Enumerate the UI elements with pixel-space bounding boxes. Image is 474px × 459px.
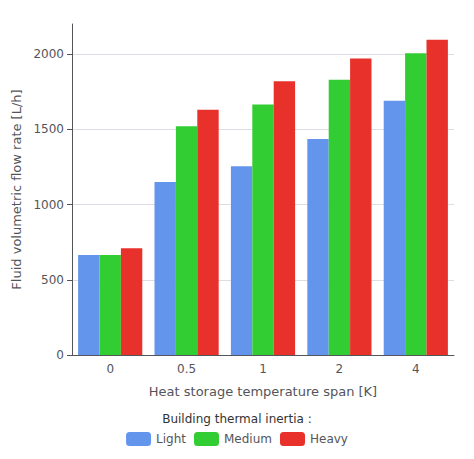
svg-text:2: 2: [336, 362, 344, 376]
svg-text:0: 0: [56, 348, 64, 362]
svg-text:2000: 2000: [33, 47, 64, 61]
svg-text:4: 4: [412, 362, 420, 376]
svg-text:0: 0: [106, 362, 114, 376]
svg-text:Light: Light: [156, 432, 186, 446]
svg-text:1000: 1000: [33, 198, 64, 212]
svg-text:Medium: Medium: [224, 432, 272, 446]
svg-text:Fluid volumetric flow rate [L/: Fluid volumetric flow rate [L/h]: [9, 89, 24, 289]
svg-text:1500: 1500: [33, 122, 64, 136]
svg-text:500: 500: [41, 273, 64, 287]
svg-text:Building thermal inertia :: Building thermal inertia :: [162, 412, 312, 426]
svg-text:Heavy: Heavy: [310, 432, 348, 446]
svg-text:0.5: 0.5: [177, 362, 196, 376]
svg-text:1: 1: [259, 362, 267, 376]
svg-text:Heat storage temperature span: Heat storage temperature span [K]: [149, 384, 377, 399]
